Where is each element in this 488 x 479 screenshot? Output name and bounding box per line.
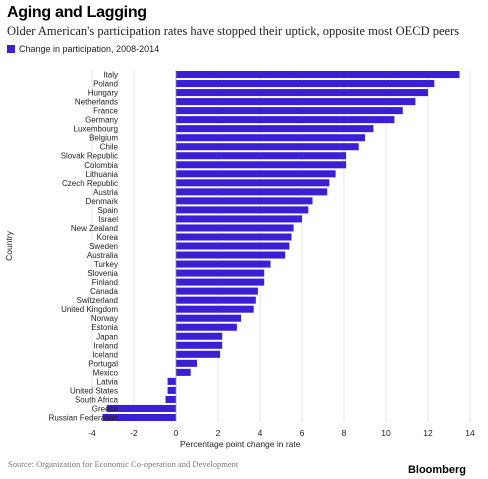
category-label: Turkey — [94, 260, 118, 269]
category-label: Switzerland — [77, 296, 118, 305]
bar — [176, 89, 428, 97]
category-label: Israel — [98, 215, 118, 224]
category-label: Greece — [92, 404, 119, 413]
category-label: Mexico — [93, 368, 119, 377]
chart-title: Aging and Lagging — [7, 4, 147, 21]
bar — [176, 70, 460, 79]
category-label: Denmark — [86, 197, 119, 206]
bar — [176, 359, 197, 367]
bar — [106, 404, 176, 412]
x-axis-label: Percentage point change in rate — [180, 439, 301, 449]
bar — [176, 233, 292, 241]
category-label: Canada — [90, 287, 119, 296]
bar — [176, 269, 265, 277]
x-tick-label: 0 — [174, 428, 179, 438]
bar — [176, 206, 309, 214]
source-note: Source: Organization for Economic Co-ope… — [8, 459, 239, 469]
bar — [176, 98, 416, 106]
category-label: Czech Republic — [62, 179, 118, 188]
legend: Change in participation, 2008-2014 — [7, 44, 159, 54]
category-label: Iceland — [92, 350, 118, 359]
category-label: Austria — [93, 188, 118, 197]
category-label: Spain — [98, 206, 118, 215]
category-label: New Zealand — [71, 224, 118, 233]
bar — [176, 251, 286, 259]
bar — [167, 386, 176, 394]
bar — [176, 143, 359, 151]
bar — [176, 278, 265, 286]
category-label: Sweden — [89, 242, 118, 251]
category-label: Germany — [85, 116, 118, 125]
x-tick-label: 12 — [423, 428, 433, 438]
bar — [165, 395, 176, 403]
x-tick-label: 10 — [381, 428, 391, 438]
category-label: France — [93, 107, 118, 116]
category-label: Luxembourg — [74, 125, 118, 134]
category-label: Italy — [103, 71, 118, 80]
x-tick-label: 14 — [465, 428, 475, 438]
bar — [176, 332, 223, 340]
bar — [176, 134, 365, 142]
x-tick-label: -4 — [88, 428, 96, 438]
bar — [176, 260, 271, 268]
bar — [176, 323, 237, 331]
bar — [176, 350, 221, 358]
category-label: Slovak Republic — [61, 152, 118, 161]
bar — [176, 242, 290, 250]
bar — [176, 305, 254, 313]
category-label: Belgium — [89, 134, 118, 143]
category-label: Ireland — [94, 341, 118, 350]
x-tick-label: -2 — [130, 428, 138, 438]
bar — [176, 125, 374, 133]
category-label: Russian Federation — [49, 413, 118, 422]
category-label: Hungary — [88, 89, 118, 98]
bar — [176, 215, 302, 223]
category-label: South Africa — [75, 395, 119, 404]
chart-subtitle: Older American's participation rates hav… — [7, 24, 460, 38]
bar — [167, 377, 176, 385]
bar — [176, 107, 403, 115]
category-label: Estonia — [91, 323, 118, 332]
y-axis-label: Country — [4, 230, 14, 261]
bar — [176, 197, 313, 205]
category-label: Portugal — [88, 359, 118, 368]
category-label: Norway — [91, 314, 118, 323]
category-label: Korea — [97, 233, 119, 242]
bar — [176, 368, 191, 376]
bar — [176, 188, 328, 196]
category-label: Poland — [93, 80, 118, 89]
legend-label: Change in participation, 2008-2014 — [19, 44, 160, 54]
bar — [176, 170, 336, 178]
category-label: Australia — [87, 251, 119, 260]
bar — [176, 314, 242, 322]
category-label: Finland — [92, 278, 118, 287]
legend-swatch — [7, 45, 15, 53]
bar — [176, 341, 223, 349]
x-tick-label: 8 — [342, 428, 347, 438]
bar — [176, 116, 395, 124]
bar — [176, 179, 330, 187]
bar — [176, 296, 256, 304]
category-label: Japan — [96, 332, 118, 341]
category-label: Chile — [100, 143, 119, 152]
category-label: United States — [70, 386, 118, 395]
category-label: United Kingdom — [61, 305, 118, 314]
x-tick-label: 4 — [258, 428, 263, 438]
bar — [176, 287, 258, 295]
category-label: Slovenia — [87, 269, 118, 278]
x-tick-label: 6 — [300, 428, 305, 438]
category-label: Lithuania — [86, 170, 119, 179]
bar — [176, 161, 347, 169]
bar — [176, 224, 294, 232]
category-label: Colombia — [84, 161, 118, 170]
brand-logo: Bloomberg — [407, 464, 466, 476]
x-tick-label: 2 — [216, 428, 221, 438]
category-label: Latvia — [97, 377, 119, 386]
bar — [176, 152, 347, 160]
bar — [176, 80, 435, 88]
bar — [102, 413, 176, 422]
category-label: Netherlands — [75, 98, 118, 107]
